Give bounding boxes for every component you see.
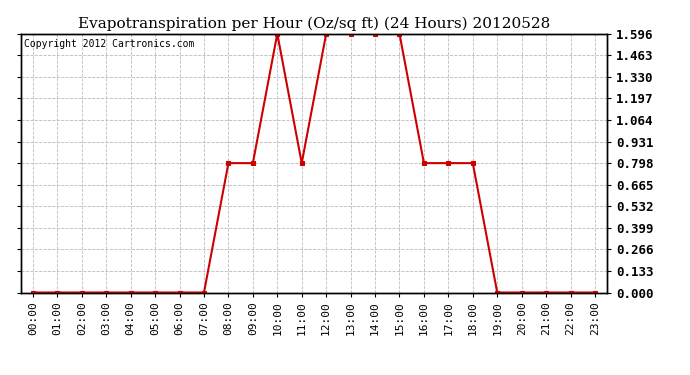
Text: Copyright 2012 Cartronics.com: Copyright 2012 Cartronics.com (23, 39, 194, 49)
Title: Evapotranspiration per Hour (Oz/sq ft) (24 Hours) 20120528: Evapotranspiration per Hour (Oz/sq ft) (… (78, 17, 550, 31)
